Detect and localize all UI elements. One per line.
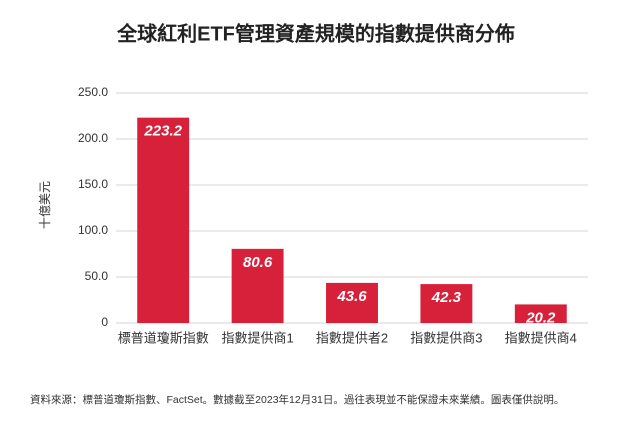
chart-title: 全球紅利ETF管理資產規模的指數提供商分佈 xyxy=(116,21,515,45)
value-label: 42.3 xyxy=(431,289,462,306)
bar xyxy=(420,284,473,323)
bar xyxy=(231,248,284,323)
x-tick-label: 指數提供者2 xyxy=(316,330,388,345)
y-tick-label: 250.0 xyxy=(78,85,108,99)
y-tick-label: 200.0 xyxy=(78,131,108,145)
value-label: 80.6 xyxy=(243,254,273,271)
x-tick-label: 指數提供商3 xyxy=(410,330,482,345)
y-tick-label: 0 xyxy=(101,315,108,329)
bar xyxy=(137,117,190,323)
y-tick-label: 150.0 xyxy=(78,177,108,191)
y-axis-label: 十億美元 xyxy=(38,181,52,229)
source-note: 資料來源：標普道瓊斯指數、FactSet。數據截至2023年12月31日。過往表… xyxy=(30,393,564,406)
bar xyxy=(326,282,378,323)
x-tick-label: 指數提供商1 xyxy=(221,330,293,345)
x-tick-label: 指數提供商4 xyxy=(505,330,577,345)
y-tick-label: 100.0 xyxy=(78,223,108,237)
x-tick-label: 標普道瓊斯指數 xyxy=(118,330,209,345)
y-tick-label: 50.0 xyxy=(85,269,109,283)
value-label: 223.2 xyxy=(143,123,182,140)
value-label: 43.6 xyxy=(336,288,367,305)
value-label: 20.2 xyxy=(525,309,556,326)
bar xyxy=(514,304,567,323)
